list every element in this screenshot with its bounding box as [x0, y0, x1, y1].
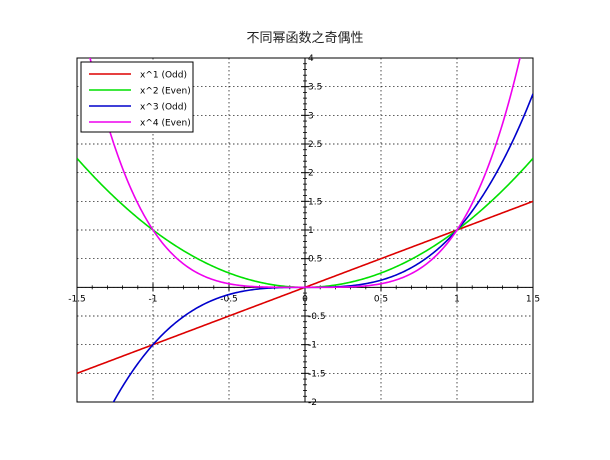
- x-tick-label: 1.5: [526, 294, 540, 304]
- y-tick-label: 2.5: [308, 140, 322, 150]
- x-tick-label: 0: [302, 294, 308, 304]
- legend-label: x^1 (Odd): [140, 71, 187, 81]
- x-tick-label: -1: [149, 294, 158, 304]
- x-tick-label: -0.5: [220, 294, 238, 304]
- y-tick-label: 0.5: [308, 255, 322, 265]
- y-tick-label: 3: [308, 111, 314, 121]
- legend-label: x^3 (Odd): [140, 103, 187, 113]
- legend: x^1 (Odd) x^2 (Even) x^3 (Odd) x^4 (Even): [80, 61, 194, 133]
- y-tick-label: 2: [308, 169, 314, 179]
- y-tick-label: 4: [308, 54, 314, 64]
- x-tick-label: -1.5: [68, 294, 86, 304]
- x-tick-label: 1: [454, 294, 460, 304]
- y-tick-label: -2: [308, 398, 317, 408]
- legend-label: x^2 (Even): [140, 87, 191, 97]
- y-tick-label: -1.5: [308, 369, 326, 379]
- y-tick-label: -0.5: [308, 312, 326, 322]
- y-tick-label: -1: [308, 341, 317, 351]
- y-tick-label: 1.5: [308, 197, 322, 207]
- x-tick-label: 0.5: [374, 294, 388, 304]
- series-line-4: [89, 58, 521, 289]
- y-tick-label: 1: [308, 226, 314, 236]
- axes: -1.5 -1 -0.5 0 0.5 1 1.5-2-1.5-1-0.50.511.522.…: [68, 54, 540, 408]
- legend-label: x^4 (Even): [140, 119, 191, 129]
- y-tick-label: 3.5: [308, 83, 322, 93]
- series-group: [77, 58, 533, 402]
- chart-title: 不同幂函数之奇偶性: [246, 30, 363, 46]
